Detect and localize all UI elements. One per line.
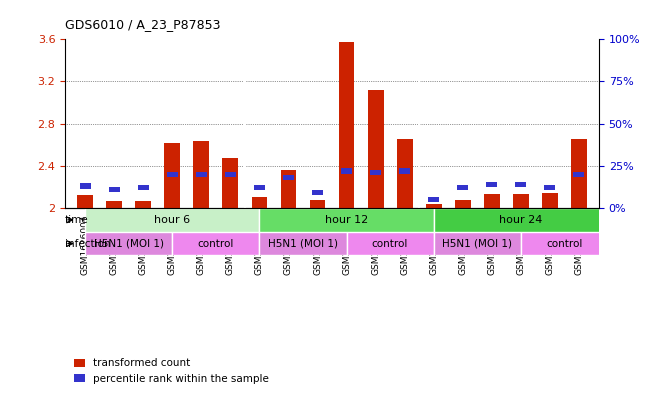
Bar	[521, 232, 607, 255]
Bar	[571, 140, 587, 208]
Legend: transformed count, percentile rank within the sample: transformed count, percentile rank withi…	[70, 354, 273, 388]
Bar	[260, 208, 434, 232]
Text: hour 24: hour 24	[499, 215, 542, 225]
Bar	[260, 232, 346, 255]
Bar	[165, 143, 180, 208]
Bar	[309, 200, 326, 208]
Bar	[341, 168, 352, 174]
Bar	[434, 232, 521, 255]
Text: H5N1 (MOI 1): H5N1 (MOI 1)	[94, 239, 164, 249]
Bar	[396, 140, 413, 208]
Bar	[544, 185, 555, 190]
Bar	[225, 172, 236, 177]
Bar	[457, 185, 468, 190]
Bar	[107, 200, 122, 208]
Bar	[283, 175, 294, 180]
Bar	[223, 158, 238, 208]
Bar	[254, 185, 265, 190]
Bar	[573, 172, 584, 177]
Bar	[167, 172, 178, 177]
Text: H5N1 (MOI 1): H5N1 (MOI 1)	[442, 239, 512, 249]
Bar	[454, 200, 471, 208]
Bar	[312, 190, 323, 195]
Text: time: time	[65, 215, 89, 225]
Text: infection: infection	[65, 239, 111, 249]
Text: control: control	[372, 239, 408, 249]
Bar	[434, 208, 607, 232]
Text: control: control	[198, 239, 234, 249]
Bar	[196, 172, 207, 177]
Bar	[515, 182, 526, 187]
Text: hour 6: hour 6	[154, 215, 191, 225]
Bar	[281, 170, 296, 208]
Bar	[542, 193, 557, 208]
Bar	[85, 232, 173, 255]
Bar	[512, 194, 529, 208]
Text: H5N1 (MOI 1): H5N1 (MOI 1)	[268, 239, 338, 249]
Bar	[428, 197, 439, 202]
Text: control: control	[546, 239, 582, 249]
Bar	[138, 185, 149, 190]
Bar	[173, 232, 260, 255]
Bar	[486, 182, 497, 187]
Bar	[339, 42, 355, 208]
Bar	[484, 194, 499, 208]
Bar	[85, 208, 260, 232]
Bar	[251, 197, 268, 208]
Text: GDS6010 / A_23_P87853: GDS6010 / A_23_P87853	[65, 18, 221, 31]
Bar	[368, 90, 383, 208]
Bar	[109, 187, 120, 192]
Bar	[426, 204, 441, 208]
Bar	[77, 195, 93, 208]
Bar	[399, 168, 410, 174]
Text: hour 12: hour 12	[325, 215, 368, 225]
Bar	[370, 170, 381, 175]
Bar	[346, 232, 434, 255]
Bar	[135, 200, 152, 208]
Bar	[193, 141, 210, 208]
Bar	[80, 184, 91, 189]
